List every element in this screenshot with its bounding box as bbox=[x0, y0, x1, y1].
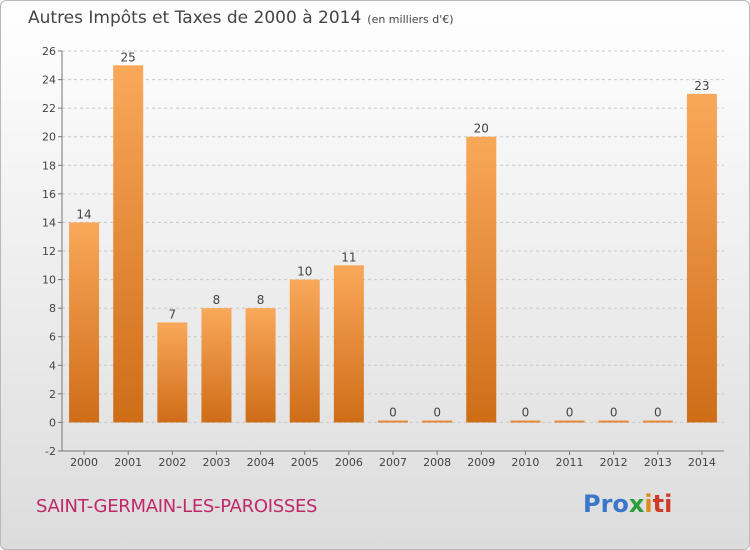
y-tick-label: 18 bbox=[42, 159, 56, 172]
y-tick-label: 12 bbox=[42, 245, 56, 258]
bar-2014[interactable] bbox=[686, 93, 717, 423]
y-tick-label: 24 bbox=[42, 74, 56, 87]
value-label-2011: 0 bbox=[566, 405, 574, 419]
bar-2005[interactable] bbox=[289, 279, 320, 423]
chart-title: Autres Impôts et Taxes de 2000 à 2014 (en… bbox=[28, 8, 454, 28]
value-label-2014: 23 bbox=[694, 79, 709, 93]
logo-part-ti: ti bbox=[652, 490, 673, 518]
x-tick-label-2005: 2005 bbox=[291, 456, 319, 469]
x-tick-label-2007: 2007 bbox=[379, 456, 407, 469]
x-tick-label-2006: 2006 bbox=[335, 456, 363, 469]
x-tick-label-2003: 2003 bbox=[202, 456, 230, 469]
y-tick-label: 0 bbox=[49, 416, 56, 429]
bar-2013[interactable] bbox=[642, 420, 673, 423]
x-tick-label-2014: 2014 bbox=[688, 456, 716, 469]
value-label-2002: 7 bbox=[169, 307, 177, 321]
bar-2010[interactable] bbox=[510, 420, 541, 423]
value-label-2000: 14 bbox=[76, 207, 91, 221]
x-tick-label-2013: 2013 bbox=[644, 456, 672, 469]
y-tick-label: 8 bbox=[49, 302, 56, 315]
logo-part-i: i bbox=[644, 490, 653, 518]
y-tick-label: 4 bbox=[49, 359, 56, 372]
bar-2011[interactable] bbox=[554, 420, 585, 423]
y-tick-label: 16 bbox=[42, 188, 56, 201]
value-label-2005: 10 bbox=[297, 265, 312, 279]
y-tick-label: 2 bbox=[49, 388, 56, 401]
title-text: Autres Impôts et Taxes de 2000 à 2014 bbox=[28, 8, 362, 28]
x-tick-label-2008: 2008 bbox=[423, 456, 451, 469]
y-tick-label: 22 bbox=[42, 102, 56, 115]
value-label-2003: 8 bbox=[213, 293, 221, 307]
bar-2012[interactable] bbox=[598, 420, 629, 423]
y-tick-label: -2 bbox=[45, 445, 56, 458]
x-tick-label-2010: 2010 bbox=[511, 456, 539, 469]
location-name: SAINT-GERMAIN-LES-PAROISSES bbox=[36, 496, 318, 517]
bar-2001[interactable] bbox=[113, 65, 144, 423]
y-tick-label: 14 bbox=[42, 216, 56, 229]
bar-2006[interactable] bbox=[333, 265, 364, 423]
x-tick-label-2004: 2004 bbox=[247, 456, 275, 469]
chart-subtitle: (en milliers d'€) bbox=[367, 13, 454, 26]
bar-2000[interactable] bbox=[69, 222, 100, 423]
bar-2008[interactable] bbox=[422, 420, 453, 423]
value-label-2009: 20 bbox=[474, 122, 489, 136]
bar-2004[interactable] bbox=[245, 308, 276, 423]
logo-part-pro: Pro bbox=[583, 490, 629, 518]
x-tick-label-2011: 2011 bbox=[556, 456, 584, 469]
y-tick-label: 10 bbox=[42, 274, 56, 287]
x-tick-label-2012: 2012 bbox=[600, 456, 628, 469]
value-label-2004: 8 bbox=[257, 293, 265, 307]
x-tick-label-2000: 2000 bbox=[70, 456, 98, 469]
value-label-2012: 0 bbox=[610, 405, 618, 419]
bar-2009[interactable] bbox=[466, 136, 497, 423]
y-tick-label: 20 bbox=[42, 131, 56, 144]
y-tick-label: 6 bbox=[49, 331, 56, 344]
x-tick-label-2001: 2001 bbox=[114, 456, 142, 469]
x-tick-label-2002: 2002 bbox=[158, 456, 186, 469]
logo-part-x: x bbox=[628, 490, 645, 518]
value-label-2001: 25 bbox=[121, 50, 136, 64]
y-tick-label: 26 bbox=[42, 45, 56, 58]
bar-2002[interactable] bbox=[157, 322, 188, 423]
value-label-2006: 11 bbox=[341, 250, 356, 264]
value-label-2008: 0 bbox=[433, 405, 441, 419]
value-label-2010: 0 bbox=[522, 405, 530, 419]
value-label-2007: 0 bbox=[389, 405, 397, 419]
value-label-2013: 0 bbox=[654, 405, 662, 419]
bar-2003[interactable] bbox=[201, 308, 232, 423]
bar-2007[interactable] bbox=[378, 420, 408, 423]
x-tick-label-2009: 2009 bbox=[467, 456, 495, 469]
proxiti-logo[interactable]: Proxiti bbox=[583, 490, 672, 518]
